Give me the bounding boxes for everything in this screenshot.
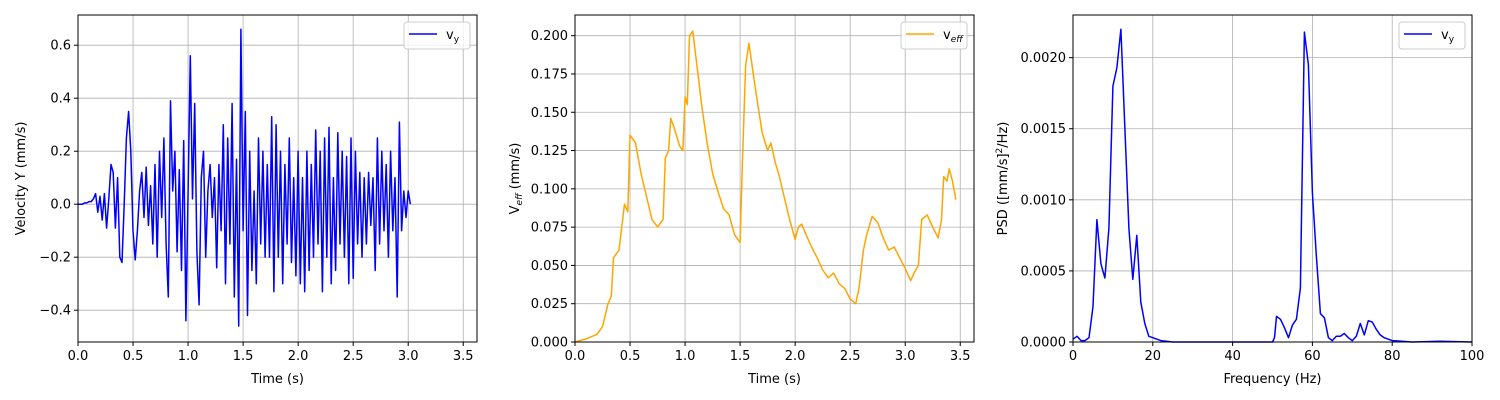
- axes-frame: [574, 14, 975, 343]
- y-axis-label: Veff (mm/s): [508, 143, 525, 215]
- x-tick-label: 2.5: [840, 349, 861, 364]
- x-tick-label: 100: [1460, 349, 1485, 364]
- x-axis-label: Frequency (Hz): [1223, 372, 1321, 387]
- x-tick-label: 3.0: [398, 349, 419, 364]
- x-tick-label: 0.5: [123, 349, 144, 364]
- x-tick-label: 1.0: [178, 349, 199, 364]
- y-tick-label: 0.175: [531, 67, 568, 82]
- y-tick-label: 0.0005: [1021, 264, 1067, 279]
- legend: veff: [900, 21, 968, 50]
- y-axis-label: PSD ([mm/s]2/Hz): [995, 122, 1011, 236]
- y-tick-label: 0.000: [531, 336, 568, 351]
- x-axis-label: Time (s): [747, 372, 801, 387]
- x-tick-label: 2.5: [343, 349, 364, 364]
- legend: vy: [1398, 21, 1466, 50]
- y-tick-label: 0.0010: [1021, 193, 1067, 208]
- x-tick-label: 0.0: [565, 349, 586, 364]
- x-tick-label: 40: [1224, 349, 1241, 364]
- series-line-v_eff: [574, 30, 957, 343]
- x-tick-label: 3.5: [950, 349, 971, 364]
- series-line-v_y: [78, 28, 412, 327]
- legend-box: [403, 21, 471, 50]
- y-tick-label: 0.0020: [1021, 51, 1067, 66]
- chart-3: 0 20 40 60 80 100 0.0000 0.0005 0.0010 0.0015 0.00…: [995, 14, 1485, 387]
- y-tick-label: 0.0015: [1021, 122, 1067, 137]
- legend: vy: [403, 21, 471, 50]
- y-tick-label: 0.0: [50, 198, 71, 213]
- y-tick-label: 0.125: [531, 144, 568, 159]
- axes-frame: [77, 14, 478, 343]
- chart-2: 0.0 0.5 1.0 1.5 2.0 2.5 3.0 3.5 0.000 0.025 0.050 0…: [508, 14, 975, 387]
- series-line-v_y: [1072, 28, 1473, 343]
- x-tick-label: 0.0: [68, 349, 89, 364]
- x-tick-label: 3.5: [453, 349, 474, 364]
- legend-label: vy: [1441, 28, 1455, 45]
- legend-box: [1398, 21, 1466, 50]
- axes-frame: [1072, 14, 1473, 343]
- y-tick-label: 0.2: [50, 145, 71, 160]
- y-tick-label: 0.0000: [1021, 336, 1067, 351]
- x-tick-label: 0: [1069, 349, 1077, 364]
- x-tick-label: 1.5: [730, 349, 751, 364]
- x-tick-label: 2.0: [785, 349, 806, 364]
- x-tick-label: 3.0: [895, 349, 916, 364]
- legend-label: veff: [943, 28, 964, 45]
- legend-box: [900, 21, 968, 50]
- x-tick-label: 60: [1304, 349, 1321, 364]
- y-tick-label: 0.200: [531, 29, 568, 44]
- chart-1: 0.0 0.5 1.0 1.5 2.0 2.5 3.0 3.5 −0.4 −0.2 0.0 0.2 0.…: [14, 14, 478, 387]
- x-tick-label: 1.5: [233, 349, 254, 364]
- y-tick-label: 0.050: [531, 259, 568, 274]
- y-tick-label: 0.100: [531, 182, 568, 197]
- y-axis-label: Velocity Y (mm/s): [14, 122, 29, 236]
- y-tick-label: −0.4: [39, 304, 71, 319]
- y-tick-label: 0.025: [531, 297, 568, 312]
- y-tick-label: −0.2: [39, 251, 71, 266]
- x-tick-label: 0.5: [620, 349, 641, 364]
- x-tick-label: 1.0: [675, 349, 696, 364]
- x-tick-label: 2.0: [288, 349, 309, 364]
- x-tick-label: 80: [1384, 349, 1401, 364]
- y-tick-label: 0.150: [531, 106, 568, 121]
- y-tick-label: 0.4: [50, 92, 71, 107]
- x-tick-label: 20: [1145, 349, 1162, 364]
- legend-label: vy: [446, 28, 460, 45]
- x-axis-label: Time (s): [250, 372, 304, 387]
- y-tick-label: 0.6: [50, 39, 71, 54]
- y-tick-label: 0.075: [531, 221, 568, 236]
